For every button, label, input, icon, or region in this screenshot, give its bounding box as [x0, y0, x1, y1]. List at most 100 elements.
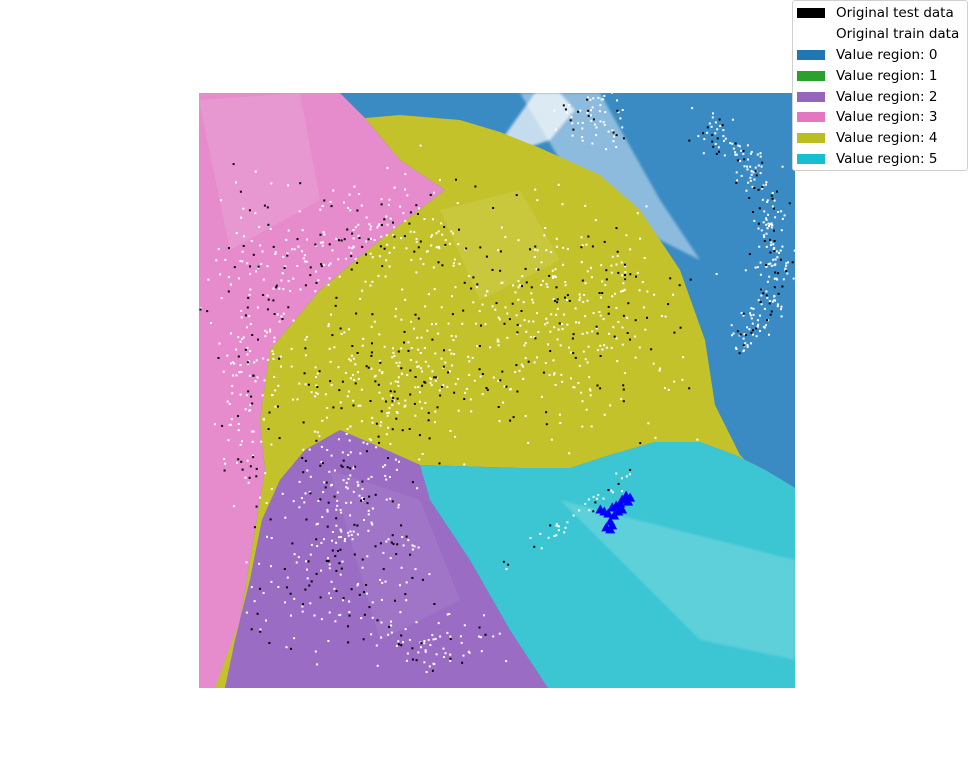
data-point	[240, 310, 243, 312]
data-point	[182, 446, 184, 448]
data-point	[371, 601, 374, 604]
data-point	[356, 524, 359, 527]
data-point	[284, 265, 287, 268]
data-point	[231, 384, 234, 387]
data-point	[350, 588, 353, 591]
data-point	[636, 271, 639, 274]
data-point	[585, 408, 588, 411]
data-point	[452, 264, 455, 267]
data-point	[617, 271, 620, 274]
data-point	[347, 454, 350, 456]
data-point	[285, 238, 288, 241]
data-point	[537, 331, 540, 333]
data-point	[249, 272, 252, 275]
data-point	[766, 199, 769, 202]
region-2-area	[225, 430, 548, 688]
data-point	[581, 127, 584, 130]
data-point	[438, 462, 441, 465]
data-point	[252, 253, 255, 256]
data-point	[735, 348, 738, 350]
data-point	[419, 257, 422, 260]
data-point	[563, 531, 566, 534]
data-point	[247, 363, 250, 366]
data-point	[389, 442, 392, 445]
data-point	[343, 331, 346, 334]
data-point	[320, 618, 323, 621]
data-point	[269, 330, 272, 333]
data-point	[417, 365, 420, 368]
data-point	[357, 371, 359, 374]
data-point	[261, 394, 264, 397]
data-point	[257, 265, 260, 268]
data-point	[378, 391, 381, 394]
data-point	[732, 332, 735, 335]
data-point	[360, 420, 363, 423]
data-point	[278, 437, 281, 440]
data-point	[347, 534, 350, 537]
data-point	[763, 307, 766, 310]
data-point	[424, 649, 427, 652]
data-point	[469, 398, 472, 401]
data-point	[348, 611, 351, 614]
data-point	[569, 351, 572, 354]
data-point	[356, 481, 359, 484]
triangle-marker	[607, 520, 618, 530]
data-point	[786, 272, 789, 275]
data-point	[751, 185, 754, 188]
data-point	[417, 213, 419, 215]
data-point	[386, 414, 389, 417]
data-point	[309, 553, 312, 556]
data-point	[583, 294, 586, 296]
data-point	[598, 311, 601, 313]
data-point	[323, 538, 325, 541]
data-point	[317, 500, 320, 502]
data-point	[755, 174, 758, 177]
data-point	[392, 543, 395, 545]
data-point	[383, 218, 386, 221]
data-point	[361, 344, 364, 347]
data-point	[363, 613, 366, 616]
data-point	[246, 361, 249, 364]
data-point	[432, 218, 434, 221]
data-point	[621, 126, 624, 129]
data-point	[769, 223, 772, 226]
data-point	[338, 562, 341, 565]
data-point	[241, 338, 243, 340]
data-point	[287, 306, 290, 309]
data-point	[371, 523, 374, 526]
data-point	[642, 306, 645, 309]
data-point	[274, 251, 277, 254]
data-point	[411, 658, 414, 661]
data-point	[463, 463, 466, 466]
data-point	[427, 419, 430, 422]
data-point	[731, 118, 734, 121]
data-point	[497, 344, 500, 347]
data-point	[603, 240, 606, 243]
data-point	[323, 233, 326, 236]
data-point	[603, 94, 606, 97]
data-point	[262, 357, 265, 360]
data-point	[561, 323, 564, 325]
data-point	[339, 573, 342, 576]
data-point	[387, 426, 390, 429]
data-point	[596, 384, 599, 387]
data-point	[361, 566, 364, 569]
data-point	[347, 390, 350, 393]
data-point	[512, 284, 514, 287]
data-point	[615, 472, 618, 475]
data-point	[427, 365, 430, 368]
data-point	[612, 326, 615, 329]
data-point	[570, 116, 573, 119]
data-point	[734, 346, 737, 349]
data-point	[287, 229, 290, 232]
data-point	[452, 232, 454, 235]
data-point	[266, 358, 269, 361]
data-point	[435, 232, 438, 235]
data-point	[293, 637, 296, 640]
data-point	[315, 523, 318, 526]
data-point	[220, 297, 223, 300]
data-point	[206, 310, 209, 313]
data-point	[408, 428, 411, 430]
data-point	[232, 374, 235, 377]
data-point	[503, 385, 506, 388]
